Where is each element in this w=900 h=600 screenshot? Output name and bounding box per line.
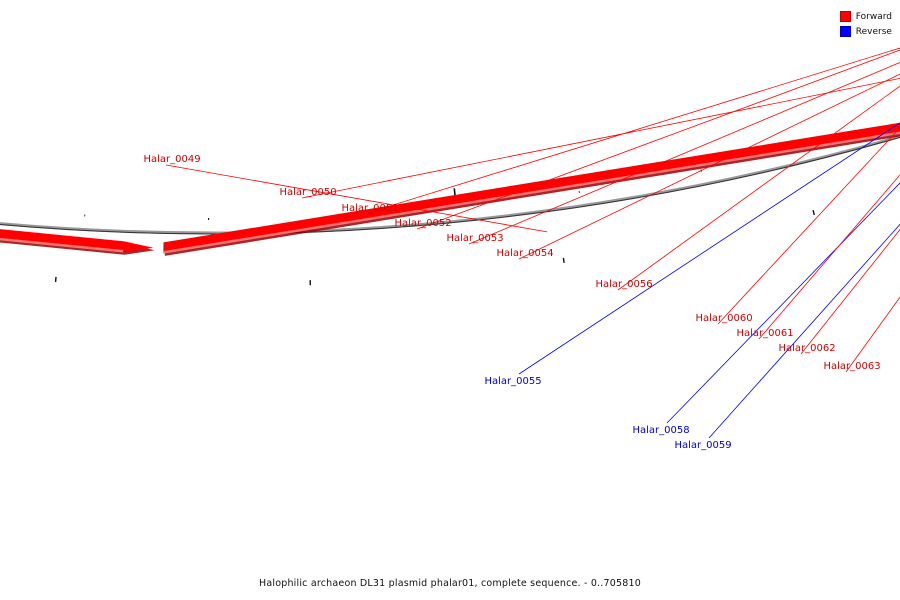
upper-tick (562, 257, 565, 263)
gene-label-Halar_0061: Halar_0061 (736, 328, 793, 339)
gene-label-leader (518, 122, 900, 375)
gene-label-Halar_0051: Halar_0051 (341, 203, 398, 214)
legend-reverse: Reverse (839, 24, 892, 39)
gene-label-Halar_0050: Halar_0050 (279, 187, 336, 198)
gene-label-Halar_0059: Halar_0059 (674, 440, 731, 451)
gene-label-Halar_0049: Halar_0049 (143, 154, 200, 165)
legend-reverse-label: Reverse (855, 26, 892, 37)
gene-label-Halar_0053: Halar_0053 (446, 233, 503, 244)
gene-label-Halar_0055: Halar_0055 (484, 376, 541, 387)
gene-label-Halar_0054: Halar_0054 (496, 248, 553, 259)
gene-label-Halar_0063: Halar_0063 (823, 361, 880, 372)
gene-label-Halar_0058: Halar_0058 (632, 425, 689, 436)
gene-label-Halar_0060: Halar_0060 (695, 313, 752, 324)
gene-label-leader (416, 49, 900, 230)
gene-label-leader (617, 85, 900, 291)
upper-tick (812, 210, 815, 216)
gene-label-leader (301, 77, 900, 199)
gene-label-leader (708, 223, 900, 439)
map-caption: Halophilic archaeon DL31 plasmid phalar0… (259, 578, 641, 589)
forward-swatch (839, 11, 851, 22)
gene-label-leader (518, 73, 900, 260)
legend-forward: Forward (839, 9, 892, 24)
legend: Forward Reverse (839, 9, 892, 39)
gene-label-Halar_0056: Halar_0056 (595, 279, 652, 290)
gene-label-leader (666, 182, 900, 424)
backbone-edge (0, 136, 900, 235)
reverse-swatch (839, 26, 851, 37)
gene-arrow-highlight (163, 131, 900, 254)
gene-label-leader (845, 296, 900, 373)
major-tick (453, 188, 456, 196)
gene-arrow[interactable] (0, 212, 154, 253)
legend-forward-label: Forward (855, 11, 892, 22)
gene-label-Halar_0062: Halar_0062 (778, 343, 835, 354)
gene-Halar_0049[interactable] (163, 93, 900, 254)
gene-arrow-highlight (0, 237, 124, 253)
gene-label-leader (363, 47, 900, 215)
gene-label-Halar_0052: Halar_0052 (394, 218, 451, 229)
backbone-line (0, 134, 900, 235)
gene-label-leader (165, 164, 548, 233)
gene-label-leader (800, 228, 900, 355)
gene-label-leader (468, 62, 900, 245)
